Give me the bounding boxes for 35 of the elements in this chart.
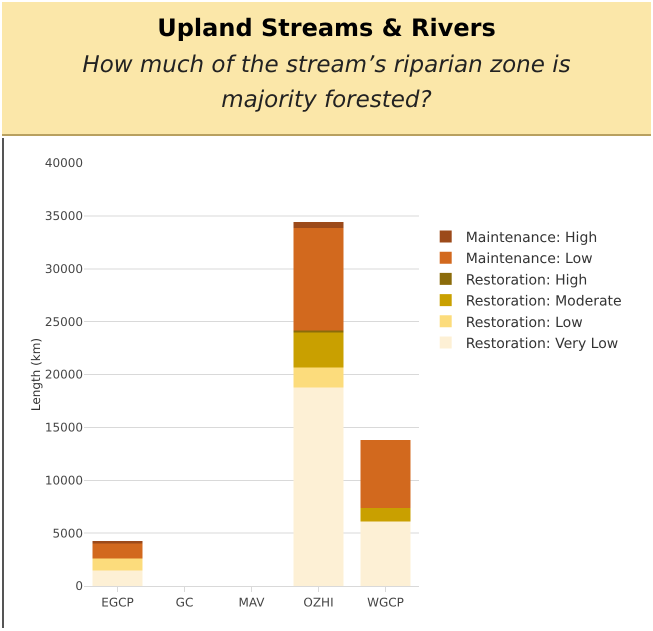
chart-title: Upland Streams & Rivers <box>156 14 497 42</box>
bar <box>92 558 143 571</box>
y-tick-label: 0 <box>75 579 83 594</box>
x-tick-label: GC <box>176 595 194 610</box>
chart-subtitle: How much of the stream’s riparian zone is majority forested? <box>81 51 572 114</box>
bar <box>92 544 143 559</box>
bar <box>293 368 344 388</box>
bar <box>293 222 344 228</box>
x-tick-label: EGCP <box>101 595 134 610</box>
y-axis-title: Length (km) <box>28 338 43 412</box>
legend-label: Restoration: High <box>466 272 588 288</box>
legend-label: Maintenance: Low <box>466 251 593 268</box>
y-tick-label: 20000 <box>44 368 83 382</box>
bar <box>92 541 143 544</box>
bar <box>293 332 344 368</box>
x-tick-label: WGCP <box>367 595 404 610</box>
bar <box>360 521 411 586</box>
y-tick-label: 35000 <box>44 209 83 224</box>
bar <box>293 228 344 331</box>
bar <box>92 570 143 586</box>
x-tick-label: OZHI <box>303 595 334 610</box>
legend-label: Restoration: Moderate <box>466 294 622 310</box>
legend-label: Restoration: Very Low <box>466 336 618 352</box>
y-tick-label: 40000 <box>44 156 83 170</box>
bar <box>293 388 344 586</box>
legend-label: Restoration: Low <box>466 314 583 331</box>
legend-label: Maintenance: High <box>466 230 598 246</box>
bar <box>360 440 411 508</box>
y-tick-label: 5000 <box>52 526 83 540</box>
y-tick-label: 30000 <box>44 262 83 276</box>
y-tick-label: 15000 <box>44 420 83 435</box>
bar <box>360 508 411 522</box>
x-tick-label: MAV <box>238 595 266 610</box>
y-tick-label: 10000 <box>44 473 83 488</box>
y-tick-label: 25000 <box>44 314 83 329</box>
